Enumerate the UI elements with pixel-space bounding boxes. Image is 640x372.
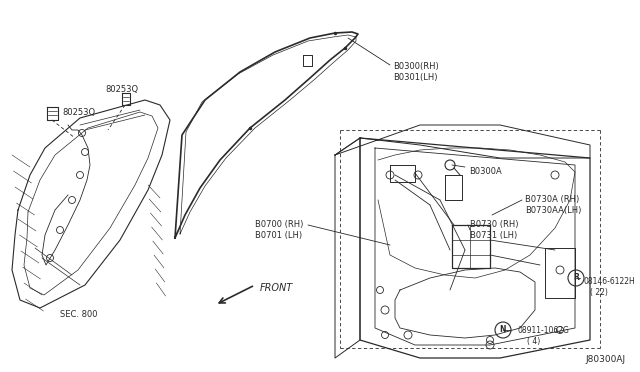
Text: B0730A (RH): B0730A (RH) xyxy=(525,195,579,204)
Text: B0730AA(LH): B0730AA(LH) xyxy=(525,206,581,215)
Text: J80300AJ: J80300AJ xyxy=(585,355,625,364)
Text: 80253Q: 80253Q xyxy=(105,85,138,94)
Text: B0700 (RH): B0700 (RH) xyxy=(255,220,303,229)
Text: ( 22): ( 22) xyxy=(590,288,608,297)
Text: B0300A: B0300A xyxy=(469,167,502,176)
Text: SEC. 800: SEC. 800 xyxy=(60,310,97,319)
Text: 08911-1062G: 08911-1062G xyxy=(517,326,569,335)
Text: 80253Q: 80253Q xyxy=(62,108,95,117)
Text: ( 4): ( 4) xyxy=(527,337,540,346)
Text: N: N xyxy=(500,326,506,334)
Text: B0730 (RH): B0730 (RH) xyxy=(470,220,518,229)
Text: B0301(LH): B0301(LH) xyxy=(393,73,438,82)
Text: 08146-6122H: 08146-6122H xyxy=(583,277,635,286)
Text: R: R xyxy=(573,273,579,282)
Text: B0701 (LH): B0701 (LH) xyxy=(255,231,302,240)
Text: B0300(RH): B0300(RH) xyxy=(393,62,439,71)
Text: FRONT: FRONT xyxy=(260,283,293,293)
Text: B0731 (LH): B0731 (LH) xyxy=(470,231,517,240)
